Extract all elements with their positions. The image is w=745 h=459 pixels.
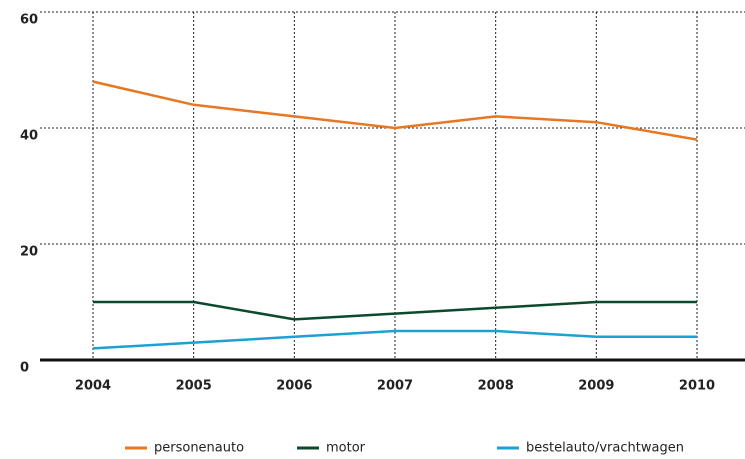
legend-label: personenauto [154,441,244,456]
legend-label: bestelauto/vrachtwagen [526,441,684,456]
x-tick-label: 2004 [75,379,111,394]
x-tick-label: 2006 [276,379,312,394]
x-tick-label: 2007 [377,379,413,394]
x-tick-label: 2008 [478,379,514,394]
series-line [92,329,697,350]
series-line [92,80,698,141]
x-tick-label: 2010 [679,379,715,394]
y-tick-label: 0 [20,361,29,376]
y-tick-label: 60 [20,13,38,28]
y-tick-label: 20 [20,245,38,260]
series-line [93,300,697,321]
y-tick-label: 40 [20,129,38,144]
x-tick-label: 2009 [578,379,614,394]
x-tick-label: 2005 [176,379,212,394]
legend-label: motor [326,441,366,456]
